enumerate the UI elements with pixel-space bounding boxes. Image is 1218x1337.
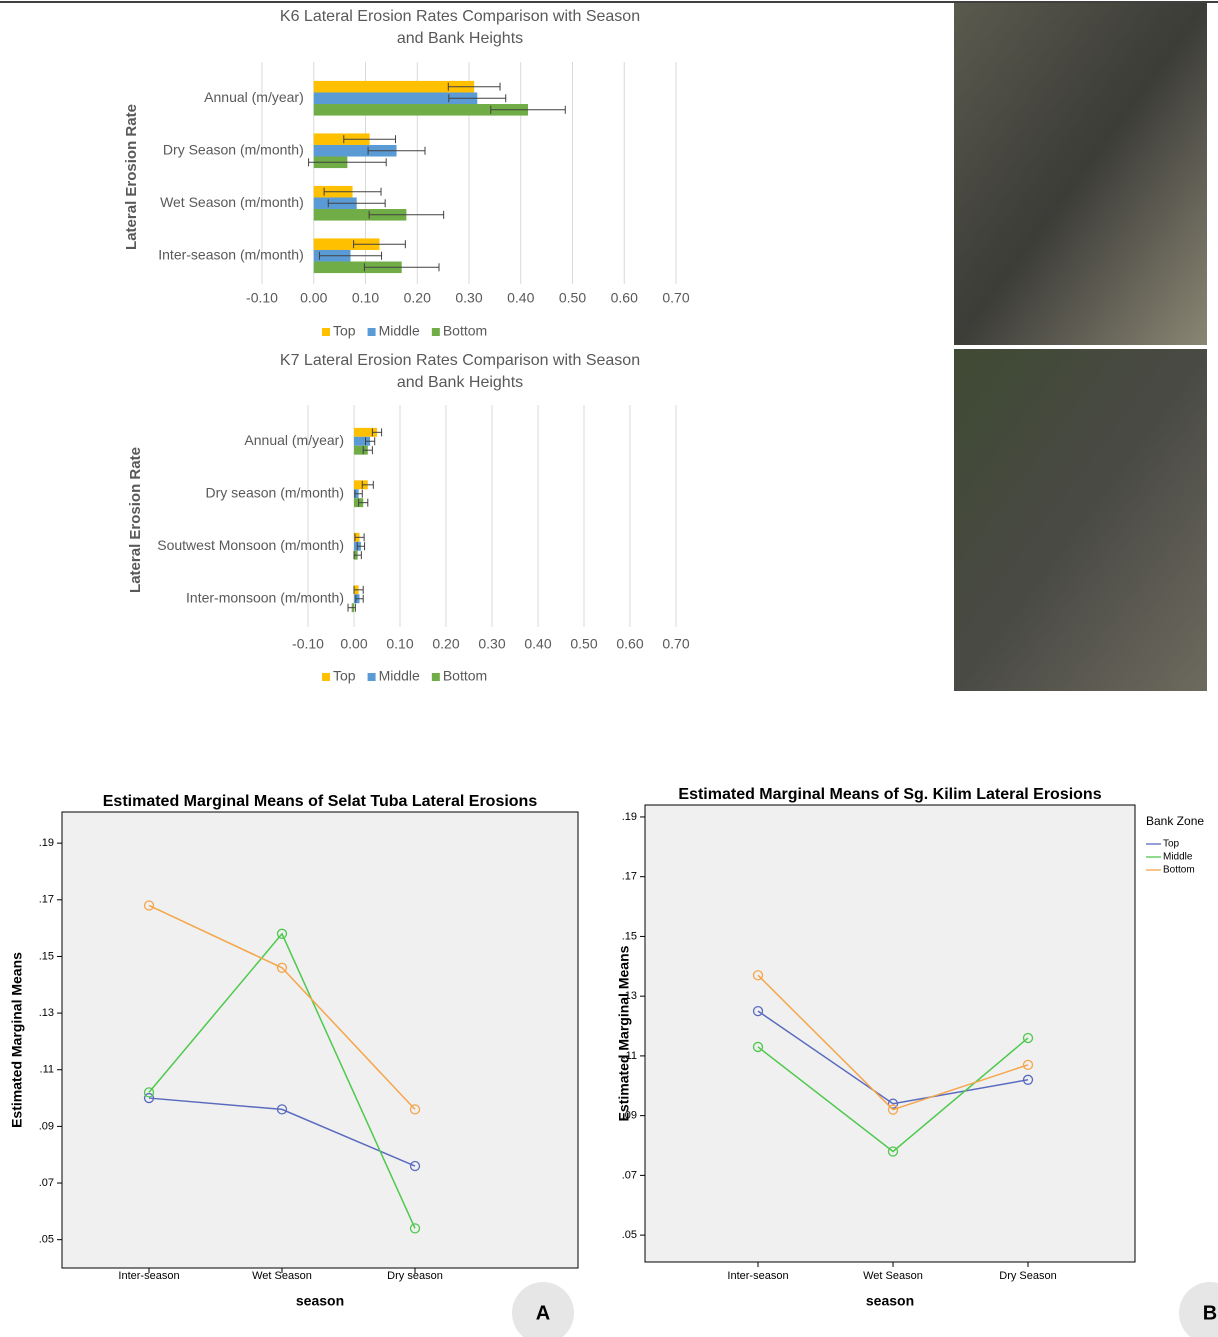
y-tick-label: .17: [622, 871, 637, 883]
legend-label: Middle: [1163, 852, 1193, 863]
legend-swatch: [368, 328, 376, 336]
legend-swatch: [322, 328, 330, 336]
legend-label: Middle: [379, 323, 420, 339]
panel-label: A: [536, 1302, 550, 1324]
x-tick-label: 0.50: [570, 636, 597, 652]
y-tick-label: Dry season (m/month): [206, 484, 344, 500]
x-tick-label: 0.40: [524, 636, 551, 652]
x-tick-label: 0.10: [352, 290, 379, 306]
x-tick-label: 0.30: [478, 636, 505, 652]
y-tick-label: .19: [39, 837, 54, 849]
plot-area: [645, 805, 1135, 1262]
y-tick-label: Annual (m/year): [244, 432, 344, 448]
x-tick-label: Wet Season: [252, 1270, 312, 1282]
y-tick-label: .19: [622, 811, 637, 823]
y-tick-label: .13: [39, 1007, 54, 1019]
x-tick-label: 0.10: [386, 636, 413, 652]
y-tick-label: Inter-season (m/month): [158, 246, 304, 262]
legend-title: Bank Zone: [1146, 814, 1204, 828]
y-axis-label: Estimated Marginal Means: [616, 945, 632, 1121]
x-tick-label: Inter-season: [727, 1270, 788, 1282]
y-tick-label: .07: [622, 1169, 637, 1181]
x-tick-label: -0.10: [292, 636, 324, 652]
y-tick-label: .17: [39, 894, 54, 906]
photo: [954, 3, 1207, 345]
y-tick-label: Annual (m/year): [204, 89, 304, 105]
figure-canvas: -0.10 0.00 0.10 0.20 0.30 0.40 0.50 0.60 0.70 Ann…: [0, 0, 1218, 1337]
legend-swatch: [432, 328, 440, 336]
x-tick-label: 0.00: [300, 290, 327, 306]
legend-swatch: [322, 673, 330, 681]
x-tick-label: Wet Season: [863, 1270, 923, 1282]
legend-label: Top: [333, 323, 356, 339]
x-tick-label: 0.70: [662, 290, 689, 306]
y-tick-label: Soutwest Monsoon (m/month): [157, 537, 344, 553]
photo: [954, 349, 1207, 691]
legend-label: Bottom: [443, 323, 487, 339]
y-tick-label: .09: [39, 1120, 54, 1132]
x-tick-label: 0.20: [404, 290, 431, 306]
y-tick-label: .15: [39, 950, 54, 962]
legend-swatch: [432, 673, 440, 681]
x-tick-label: 0.30: [455, 290, 482, 306]
x-axis-label: season: [296, 1293, 344, 1309]
x-tick-label: Dry Season: [999, 1270, 1056, 1282]
y-tick-label: .15: [622, 930, 637, 942]
y-axis-label: Lateral Erosion Rate: [123, 104, 140, 250]
panel-label: B: [1203, 1302, 1217, 1324]
chart-title: Estimated Marginal Means of Sg. Kilim La…: [678, 786, 1101, 803]
y-tick-label: .05: [39, 1234, 54, 1246]
x-tick-label: 0.50: [559, 290, 586, 306]
y-tick-label: Inter-monsoon (m/month): [186, 589, 344, 605]
y-tick-label: .05: [622, 1229, 637, 1241]
chart-title: Estimated Marginal Means of Selat Tuba L…: [103, 793, 538, 810]
x-tick-label: 0.60: [611, 290, 638, 306]
x-tick-label: -0.10: [246, 290, 278, 306]
x-tick-label: 0.20: [432, 636, 459, 652]
chart-title: K7 Lateral Erosion Rates Comparison with…: [270, 350, 650, 394]
plot-area: [62, 812, 578, 1268]
chart-title: K6 Lateral Erosion Rates Comparison with…: [270, 6, 650, 50]
legend-swatch: [368, 673, 376, 681]
y-axis-label: Lateral Erosion Rate: [127, 447, 144, 593]
y-tick-label: .07: [39, 1177, 54, 1189]
x-tick-label: 0.60: [616, 636, 643, 652]
y-tick-label: Dry Season (m/month): [163, 141, 304, 157]
legend-label: Middle: [379, 668, 420, 684]
legend-label: Bottom: [443, 668, 487, 684]
y-tick-label: .11: [40, 1064, 54, 1076]
figure: -0.10 0.00 0.10 0.20 0.30 0.40 0.50 0.60 0.70 Ann…: [0, 0, 1218, 1337]
x-tick-label: 0.00: [340, 636, 367, 652]
x-axis-label: season: [866, 1293, 914, 1309]
x-tick-label: Dry season: [387, 1270, 443, 1282]
legend-label: Bottom: [1163, 865, 1195, 876]
legend-label: Top: [333, 668, 356, 684]
x-tick-label: 0.70: [662, 636, 689, 652]
y-tick-label: Wet Season (m/month): [160, 194, 304, 210]
y-axis-label: Estimated Marginal Means: [9, 952, 25, 1128]
legend-label: Top: [1163, 839, 1180, 850]
x-tick-label: Inter-season: [118, 1270, 179, 1282]
x-tick-label: 0.40: [507, 290, 534, 306]
